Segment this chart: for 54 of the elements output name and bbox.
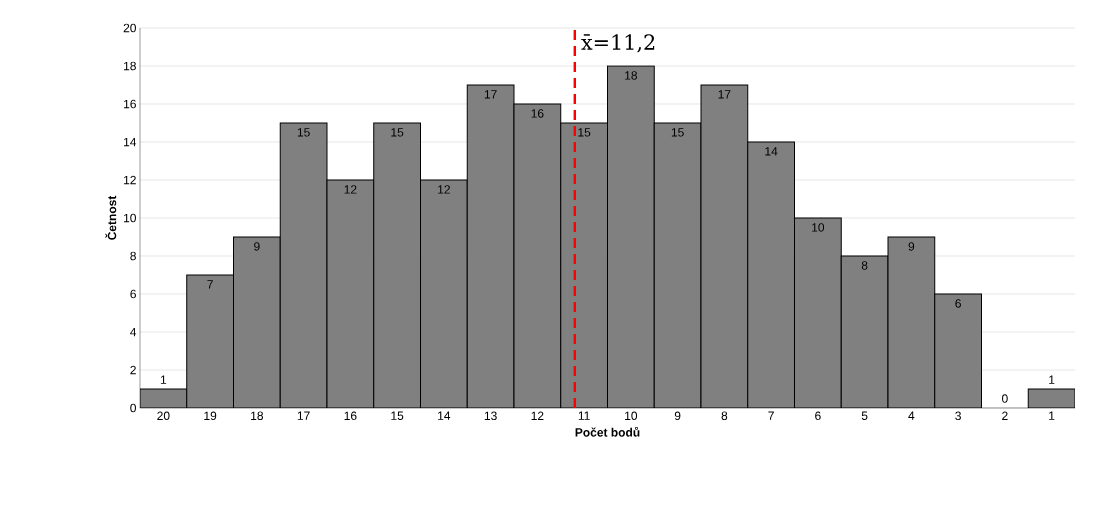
data-label: 12 xyxy=(438,185,450,194)
x-tick-label: 3 xyxy=(955,411,961,421)
x-axis-title: Počet bodů xyxy=(575,426,640,437)
data-label: 0 xyxy=(1002,394,1008,403)
x-tick-label: 1 xyxy=(1049,411,1055,420)
x-tick-label: 4 xyxy=(908,411,915,420)
data-label: 17 xyxy=(484,90,497,99)
y-tick-label: 20 xyxy=(123,23,136,33)
data-label: 8 xyxy=(861,261,868,270)
x-tick-label: 16 xyxy=(344,411,357,421)
data-label: 16 xyxy=(531,109,544,118)
x-tick-label: 20 xyxy=(157,411,170,421)
x-tick-label: 7 xyxy=(768,411,774,420)
x-tick-label: 13 xyxy=(484,411,497,421)
x-tick-label: 9 xyxy=(674,411,681,421)
y-tick-label: 8 xyxy=(130,251,136,261)
x-tick-label: 18 xyxy=(251,411,264,421)
data-label: 7 xyxy=(207,280,213,289)
x-tick-label: 17 xyxy=(297,411,310,420)
data-label: 10 xyxy=(812,223,825,232)
x-tick-label: 6 xyxy=(815,411,821,421)
x-tick-label: 12 xyxy=(531,411,544,420)
data-label: 15 xyxy=(297,128,310,137)
data-label: 15 xyxy=(391,128,404,137)
data-label: 6 xyxy=(955,299,961,308)
data-label: 17 xyxy=(718,90,731,99)
ref-line-label: x̄=11,2 xyxy=(581,34,655,53)
data-label: 1 xyxy=(160,375,167,384)
y-tick-label: 2 xyxy=(130,365,136,375)
x-tick-label: 10 xyxy=(625,411,638,421)
x-tick-label: 14 xyxy=(438,411,451,420)
y-tick-label: 0 xyxy=(130,403,136,413)
data-label: 18 xyxy=(625,71,638,80)
x-tick-label: 15 xyxy=(391,411,404,420)
y-tick-label: 18 xyxy=(124,61,136,71)
x-tick-label: 11 xyxy=(578,411,590,420)
data-label: 9 xyxy=(908,242,915,251)
y-tick-label: 6 xyxy=(130,289,136,299)
x-tick-label: 19 xyxy=(204,411,217,421)
data-label: 1 xyxy=(1049,375,1055,384)
y-tick-label: 16 xyxy=(124,99,136,109)
y-tick-label: 4 xyxy=(130,327,137,337)
data-label: 9 xyxy=(254,242,260,251)
x-tick-label: 2 xyxy=(1002,411,1008,420)
data-label: 15 xyxy=(578,128,591,137)
data-label: 14 xyxy=(765,147,778,156)
y-axis-title: Četnost xyxy=(105,195,117,240)
y-tick-label: 10 xyxy=(124,213,136,223)
x-tick-label: 5 xyxy=(861,411,868,420)
y-tick-label: 14 xyxy=(124,137,137,147)
x-tick-label: 8 xyxy=(721,411,728,421)
y-tick-label: 12 xyxy=(124,175,136,185)
data-label: 15 xyxy=(671,128,684,137)
data-label: 12 xyxy=(344,185,357,194)
